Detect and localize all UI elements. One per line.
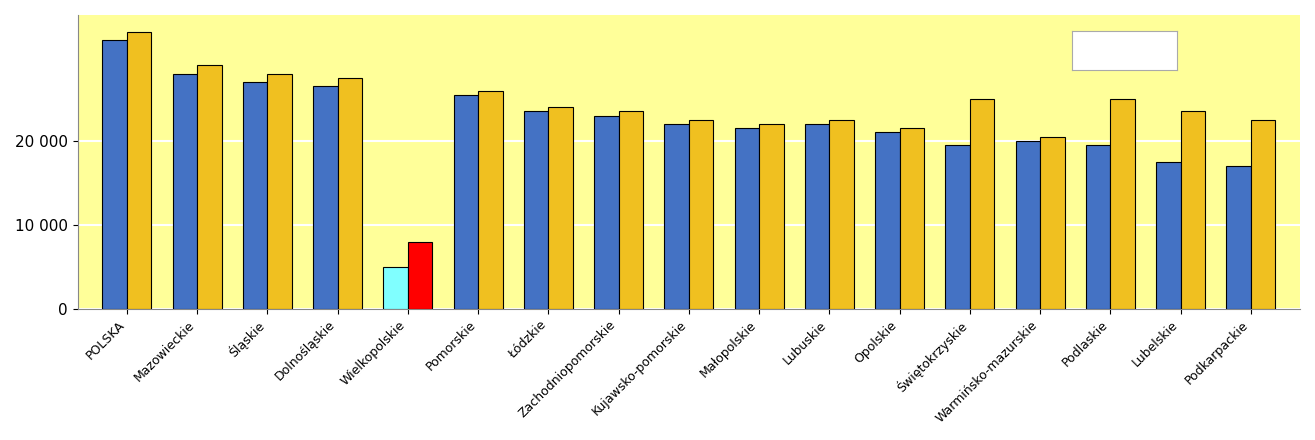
Bar xyxy=(197,66,222,309)
Bar xyxy=(945,145,970,309)
Bar xyxy=(1156,162,1181,309)
Bar xyxy=(172,74,197,309)
Bar xyxy=(383,267,408,309)
Bar xyxy=(899,128,924,309)
Bar xyxy=(338,78,362,309)
Bar xyxy=(103,40,126,309)
Bar xyxy=(243,82,267,309)
Bar xyxy=(1086,145,1110,309)
Bar xyxy=(1110,99,1135,309)
Bar xyxy=(970,99,994,309)
Bar xyxy=(548,107,573,309)
Bar xyxy=(523,111,548,309)
Bar xyxy=(830,120,853,309)
Bar xyxy=(1181,111,1205,309)
Bar xyxy=(1227,166,1251,309)
Bar xyxy=(689,120,714,309)
Bar xyxy=(408,242,433,309)
Bar xyxy=(1015,141,1040,309)
Bar xyxy=(618,111,643,309)
Bar xyxy=(805,124,830,309)
Bar xyxy=(1040,137,1065,309)
Bar xyxy=(874,132,899,309)
Bar xyxy=(1251,120,1276,309)
Bar xyxy=(267,74,292,309)
Bar xyxy=(759,124,784,309)
Bar xyxy=(313,86,338,309)
Bar xyxy=(479,91,502,309)
Bar xyxy=(594,116,618,309)
Bar xyxy=(454,95,479,309)
Bar xyxy=(126,32,151,309)
Bar xyxy=(735,128,759,309)
Bar xyxy=(664,124,689,309)
